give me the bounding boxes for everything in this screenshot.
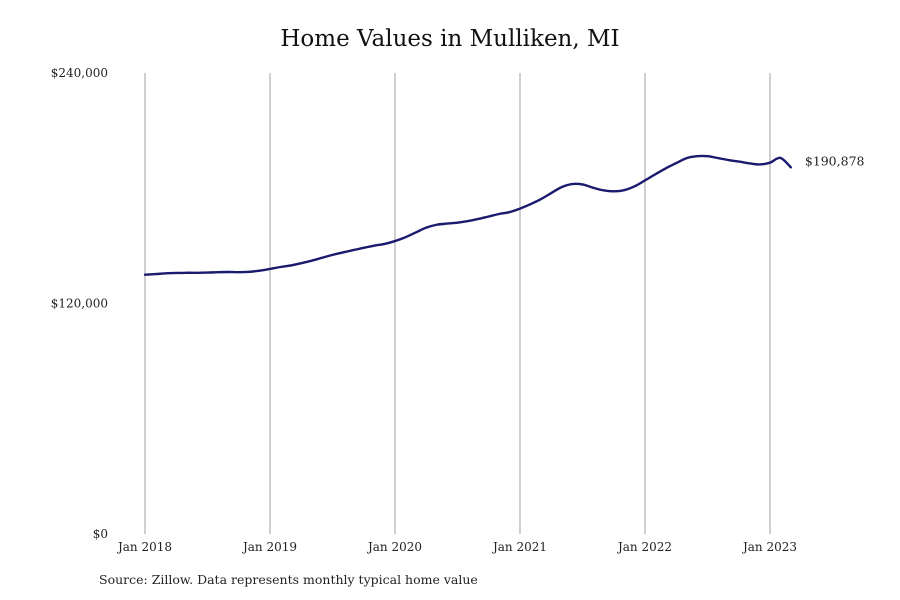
y-tick-label: $0 [93, 527, 108, 541]
series-layer [143, 154, 793, 276]
end-value-label: $190,878 [805, 153, 865, 168]
series-line-0 [143, 154, 793, 276]
grid-lines [144, 73, 771, 534]
y-tick-label: $240,000 [51, 66, 108, 80]
source-note: Source: Zillow. Data represents monthly … [99, 572, 478, 587]
x-axis-ticks: Jan 2018 Jan 2019 Jan 2020 Jan 2021 Jan 2022… [116, 540, 797, 554]
x-tick-label: Jan 2018 [116, 540, 172, 554]
y-axis-ticks: $0 $120,000 $240,000 [51, 66, 108, 541]
chart-title: Home Values in Mulliken, MI [280, 26, 620, 52]
x-tick-label: Jan 2021 [491, 540, 547, 554]
x-tick-label: Jan 2019 [241, 540, 297, 554]
x-tick-label: Jan 2023 [741, 540, 797, 554]
x-tick-label: Jan 2022 [616, 540, 672, 554]
y-tick-label: $120,000 [51, 297, 108, 311]
data-labels: $190,878 [805, 153, 865, 168]
x-tick-label: Jan 2020 [366, 540, 422, 554]
